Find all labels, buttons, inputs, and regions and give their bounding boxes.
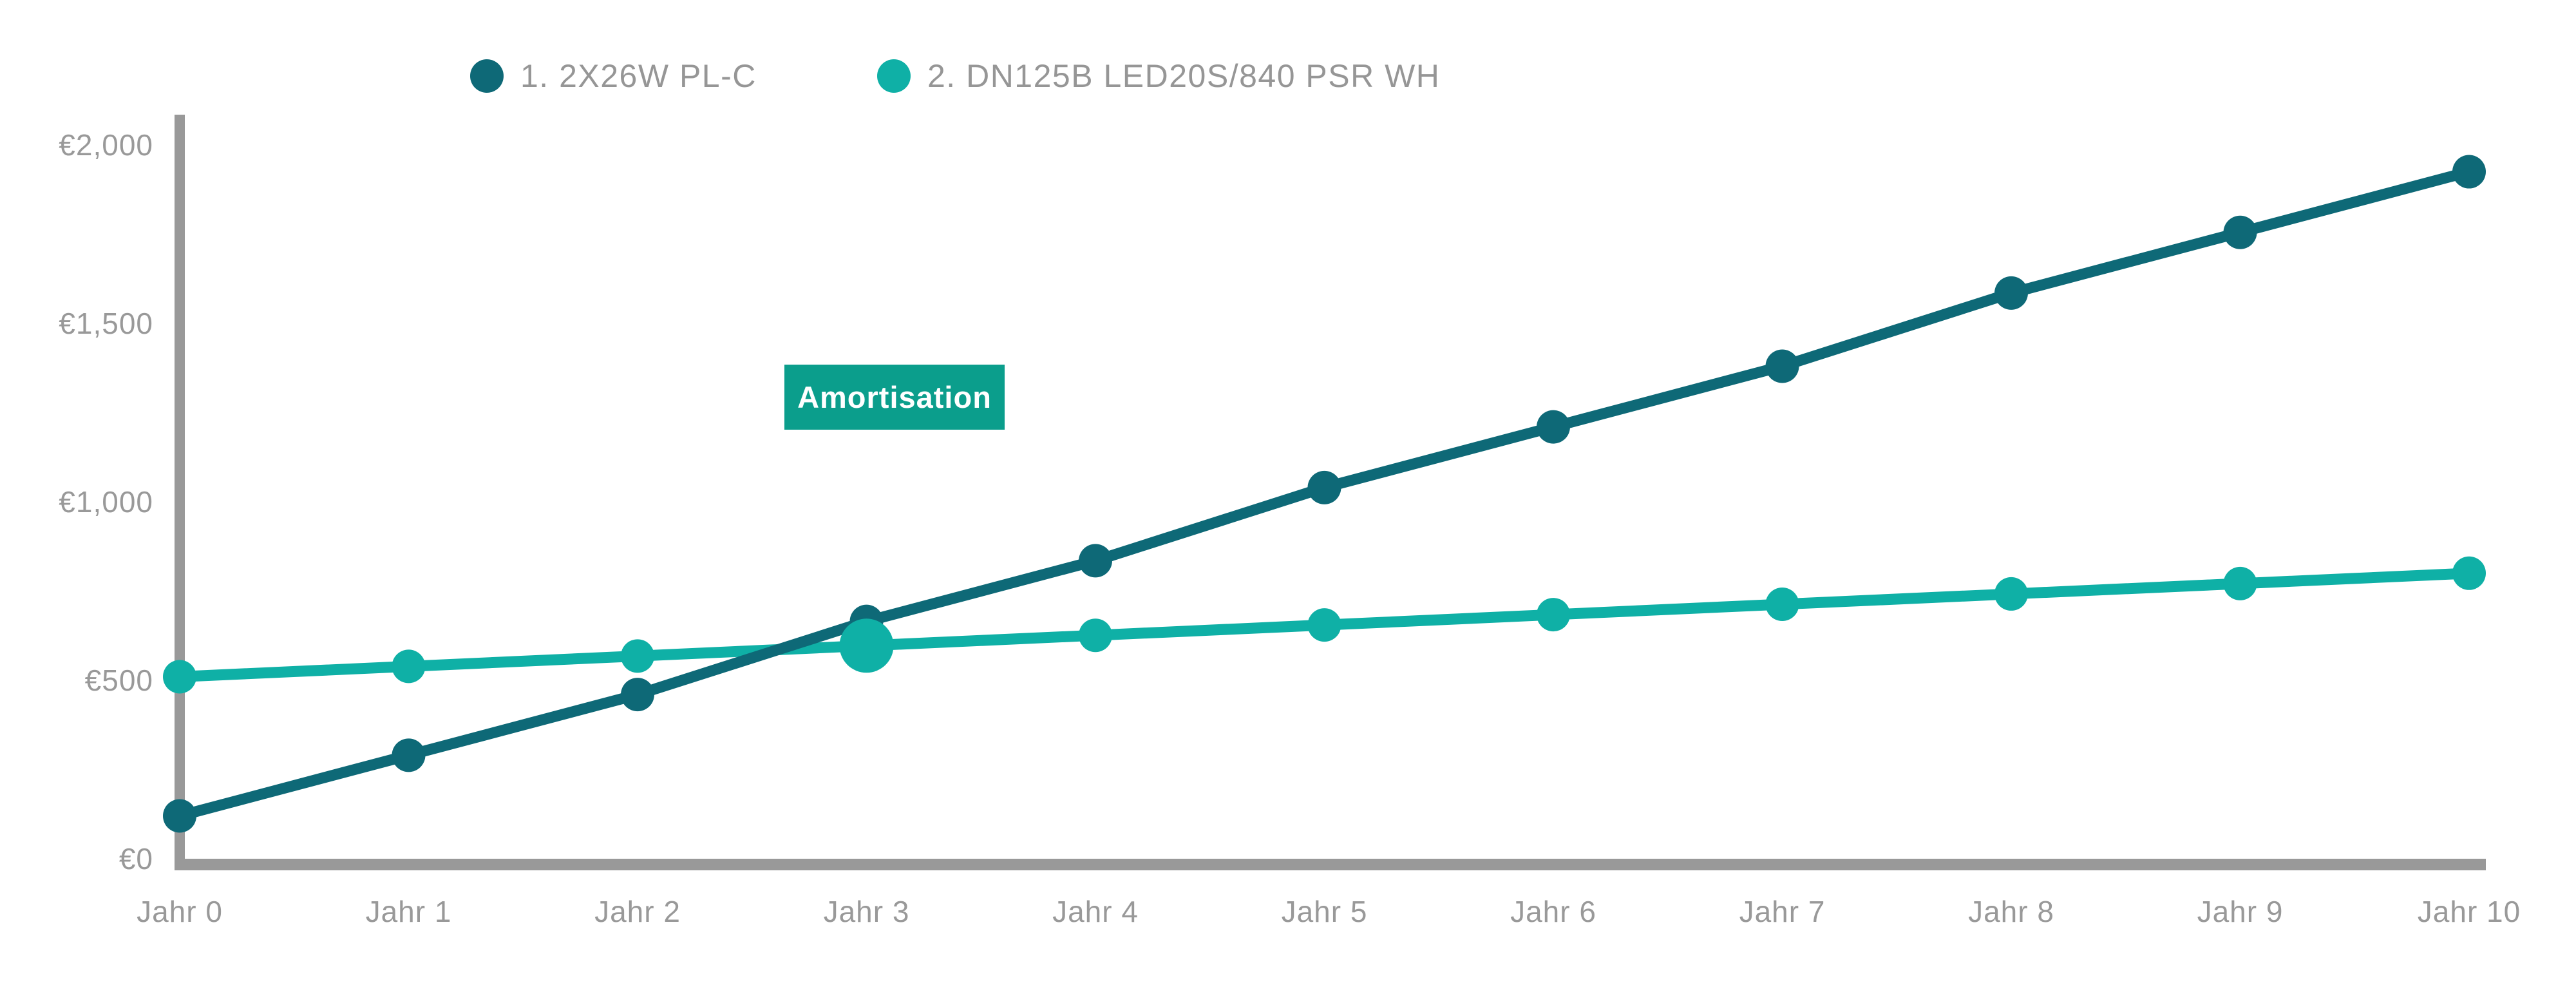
data-point-series1-jahr6	[1537, 410, 1570, 444]
data-point-series2-jahr7	[1765, 587, 1799, 621]
legend-label-series2: 2. DN125B LED20S/840 PSR WH	[927, 58, 1441, 94]
amortisation-point-marker	[839, 618, 894, 673]
data-point-series1-jahr2	[621, 678, 654, 712]
data-point-series1-jahr10	[2452, 155, 2486, 189]
data-point-series2-jahr10	[2452, 556, 2486, 590]
legend-marker-series2-icon	[877, 59, 911, 93]
x-tick-label: Jahr 8	[1968, 895, 2054, 928]
x-tick-label: Jahr 5	[1282, 895, 1368, 928]
data-point-series1-jahr5	[1307, 470, 1341, 504]
data-point-series1-jahr4	[1079, 544, 1112, 578]
x-tick-label: Jahr 4	[1052, 895, 1139, 928]
legend-marker-series1-icon	[470, 59, 504, 93]
x-tick-label: Jahr 2	[594, 895, 681, 928]
data-point-series1-jahr8	[1994, 276, 2028, 310]
x-tick-label: Jahr 6	[1510, 895, 1596, 928]
data-point-series2-jahr8	[1994, 577, 2028, 611]
x-tick-label: Jahr 10	[2418, 895, 2521, 928]
x-tick-label: Jahr 0	[137, 895, 223, 928]
data-point-series1-jahr7	[1765, 349, 1799, 383]
y-tick-label: €500	[85, 664, 153, 697]
x-tick-label: Jahr 3	[824, 895, 910, 928]
data-point-series2-jahr0	[163, 660, 196, 694]
x-tick-label: Jahr 7	[1739, 895, 1826, 928]
data-point-series1-jahr1	[392, 738, 426, 772]
y-tick-label: €1,000	[59, 485, 153, 519]
data-point-series1-jahr9	[2223, 215, 2257, 249]
legend-item-series1: 1. 2X26W PL-C	[470, 58, 757, 94]
data-point-series2-jahr4	[1079, 618, 1112, 653]
legend-label-series1: 1. 2X26W PL-C	[520, 58, 757, 94]
y-tick-label: €2,000	[59, 128, 153, 162]
data-point-series2-jahr9	[2223, 566, 2257, 600]
data-point-series2-jahr5	[1307, 608, 1341, 642]
legend-item-series2: 2. DN125B LED20S/840 PSR WH	[877, 58, 1441, 94]
data-point-series2-jahr6	[1537, 598, 1570, 632]
x-tick-label: Jahr 9	[2197, 895, 2284, 928]
y-tick-label: €1,500	[59, 307, 153, 340]
x-tick-label: Jahr 1	[366, 895, 452, 928]
data-point-series2-jahr1	[392, 649, 426, 684]
y-tick-label: €0	[119, 842, 153, 875]
amortisation-badge: Amortisation	[784, 365, 1005, 430]
data-point-series2-jahr2	[621, 639, 654, 673]
data-point-series1-jahr0	[163, 799, 196, 833]
